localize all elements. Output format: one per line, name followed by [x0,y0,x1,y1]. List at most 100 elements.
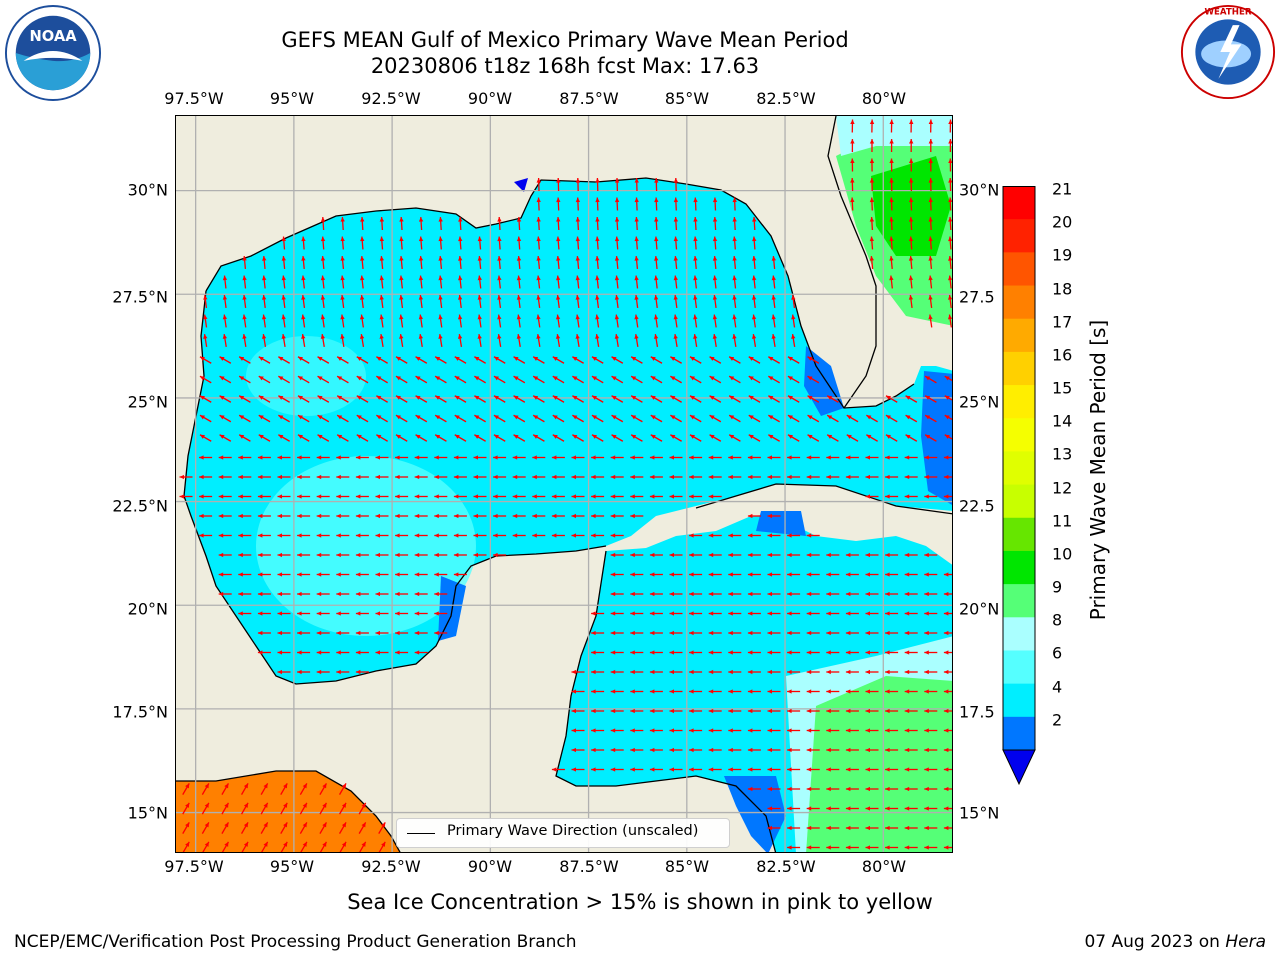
wave-arrow-head [845,611,851,616]
wave-arrow-head [865,708,871,714]
wave-arrow-head [453,494,459,499]
wave-arrow-head [395,572,400,577]
wave-arrow-head [689,767,694,772]
colorbar-segment [1003,219,1035,253]
wave-arrow-head [355,494,361,499]
wave-arrow-head [885,494,890,499]
wave-arrow-head [473,552,479,558]
colorbar-segment [1003,716,1035,751]
lon-tick-bottom: 85°W [664,857,710,876]
wave-arrow-head [551,455,557,460]
wave-arrow-head [204,783,209,789]
wave-arrow-head [845,552,851,558]
wave-arrow-head [712,197,718,203]
shelf-region [756,511,806,536]
wave-arrow-head [493,474,498,480]
wave-arrow-head [277,474,283,480]
wave-arrow-head [649,474,655,480]
wave-arrow-head [728,650,733,655]
wave-arrow-head [356,356,362,361]
wave-arrow-head [767,650,773,655]
colorbar-tick-label: 16 [1052,345,1073,365]
wave-arrow-head [610,591,616,597]
wave-arrow-head [767,474,773,480]
wave-arrow-head [263,783,268,789]
wave-arrow-head [649,708,655,714]
wave-arrow-head [689,455,694,460]
wave-arrow-head [611,395,617,400]
wave-arrow-head [869,256,874,261]
wave-arrow-head [242,275,247,281]
wave-arrow-head [610,533,616,538]
wave-arrow-head [865,767,871,772]
lat-tick-left: 20°N [127,599,168,619]
wave-arrow-head [336,669,341,675]
wave-arrow-head [316,591,322,597]
wave-arrow-head [591,533,596,538]
wave-arrow-head [610,669,616,675]
wave-arrow-head [243,802,249,808]
wave-arrow-head [751,334,757,339]
wave-arrow-head [885,591,890,597]
wave-arrow-head [845,825,851,831]
wave-arrow-head [614,178,620,183]
wave-arrow-head [258,434,264,439]
wave-arrow-head [787,669,792,675]
wave-arrow-head [497,295,502,300]
wave-arrow-head [826,747,831,753]
wave-arrow-head [204,822,209,828]
wave-arrow-head [670,415,676,420]
wave-arrow-head [336,630,341,636]
wave-arrow-head [654,217,659,222]
wave-arrow-head [943,728,949,733]
wave-arrow-head [889,275,894,281]
wave-arrow-head [556,217,561,222]
wave-arrow-head [708,728,714,733]
pale-wave-region [246,336,366,416]
wave-arrow-head [669,747,675,753]
wave-arrow-head [649,552,655,558]
wave-arrow-head [673,178,679,183]
wave-arrow-head [728,689,733,694]
wave-arrow-head [669,455,675,460]
wave-arrow-head [889,139,894,144]
wave-arrow-head [943,845,949,850]
wave-arrow-head [458,236,463,242]
wave-arrow-head [614,197,620,203]
wave-arrow-head [395,494,400,499]
colorbar-tick-label: 12 [1052,478,1073,498]
wave-arrow-head [747,611,753,616]
colorbar-tick-label: 18 [1052,279,1073,299]
wave-arrow-head [693,334,698,339]
wave-arrow-head [806,806,812,811]
wave-arrow-head [179,494,185,499]
wave-arrow-head [415,415,421,420]
wave-arrow-head [381,841,386,847]
wave-arrow-head [689,415,695,420]
wave-arrow-head [943,572,949,577]
wave-arrow-head [301,275,306,281]
wave-arrow-head [536,197,541,203]
wave-arrow-head [277,572,283,577]
wave-arrow-head [199,434,205,439]
wave-arrow-head [747,513,753,519]
wave-arrow-head [689,669,694,675]
wave-arrow-head [453,513,459,519]
wave-arrow-head [239,356,245,361]
wave-arrow-head [516,236,522,242]
wave-arrow-head [908,178,914,183]
wave-arrow-head [712,314,718,320]
lon-tick-bottom: 95°W [269,857,315,876]
wave-arrow-head [732,217,737,222]
wave-arrow-head [218,513,224,519]
lat-tick-left: 17.5°N [112,702,168,722]
wave-arrow-head [218,494,224,499]
wave-arrow-head [943,474,949,480]
wave-arrow-head [943,455,949,460]
wave-arrow-head [258,395,264,400]
wave-arrow-head [947,314,952,320]
wave-arrow-head [826,630,831,636]
wave-arrow-head [516,256,522,261]
wave-arrow-head [238,494,243,499]
colorbar [1002,186,1036,786]
